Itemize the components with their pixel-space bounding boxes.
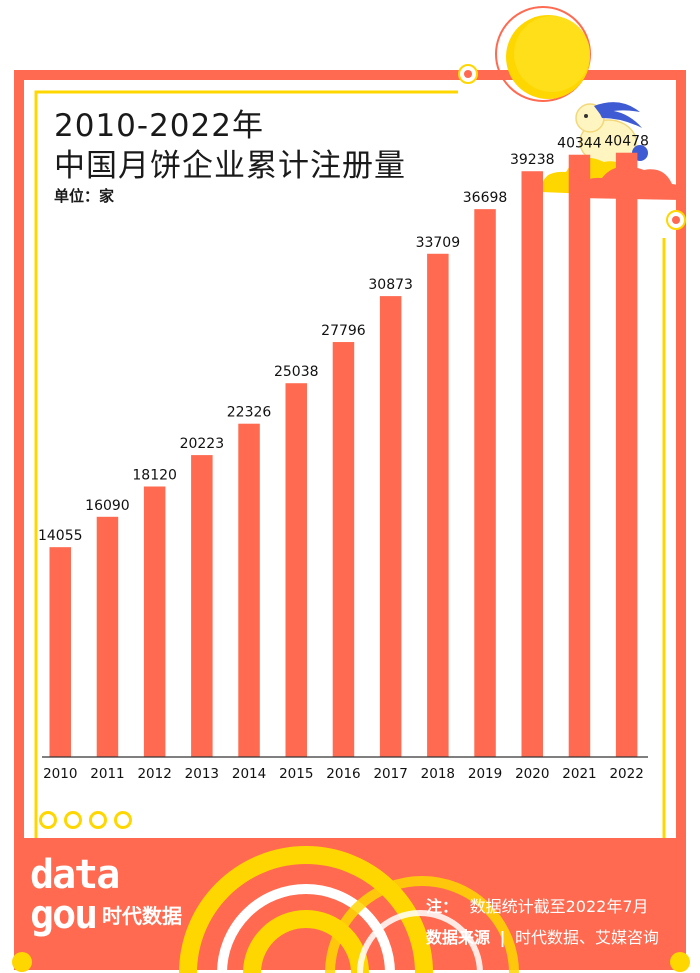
- decorative-rings: [39, 811, 132, 829]
- bar-2017: [379, 296, 402, 757]
- note-label: 注：: [426, 897, 459, 916]
- data-label-2014: 22326: [227, 405, 272, 421]
- x-tick-2017: 2017: [373, 766, 407, 782]
- chart-title-line2: 中国月饼企业累计注册量: [54, 148, 406, 184]
- source-divider: |: [499, 928, 506, 947]
- source-label: 数据来源: [426, 928, 491, 947]
- moon-icon: [495, 6, 591, 102]
- data-label-2011: 16090: [85, 498, 130, 514]
- x-tick-2015: 2015: [279, 766, 313, 782]
- source-text: 时代数据、艾媒咨询: [515, 928, 660, 947]
- x-tick-2021: 2021: [562, 766, 596, 782]
- bar-2016: [332, 342, 355, 757]
- data-label-2020: 39238: [510, 152, 555, 168]
- bar-2018: [427, 253, 449, 758]
- frame-dot-right-inner: [672, 216, 680, 224]
- data-label-2012: 18120: [132, 467, 177, 483]
- x-tick-2018: 2018: [421, 766, 455, 782]
- data-label-2018: 33709: [416, 235, 461, 251]
- x-tick-2013: 2013: [185, 766, 219, 782]
- chart-title-line1: 2010-2022年: [54, 108, 264, 144]
- data-label-2019: 36698: [463, 190, 508, 206]
- x-axis-tick-labels: 2010 2011 2012 2013 2014 2015 2016 2017 2018 2019…: [43, 766, 644, 782]
- x-tick-2011: 2011: [90, 766, 124, 782]
- logo-cn-text: 时代数据: [102, 904, 182, 928]
- x-tick-2020: 2020: [515, 766, 549, 782]
- note-text: 数据统计截至2022年7月: [469, 897, 649, 916]
- datagou-logo: data gou 时代数据: [30, 855, 190, 945]
- bar-2011: [96, 516, 119, 757]
- bar-2010: [49, 547, 71, 757]
- x-tick-2012: 2012: [137, 766, 171, 782]
- frame-dot-top-inner: [464, 70, 472, 78]
- logo-gou-text: gou: [30, 892, 98, 938]
- bottom-left-dot: [12, 952, 32, 972]
- bar-2012: [143, 486, 166, 757]
- data-label-2017: 30873: [368, 277, 413, 293]
- data-label-2013: 20223: [180, 436, 225, 452]
- yellow-frame-line-left: [34, 90, 458, 838]
- x-tick-2010: 2010: [43, 766, 77, 782]
- x-tick-2014: 2014: [232, 766, 266, 782]
- data-label-2015: 25038: [274, 364, 319, 380]
- bar-2020: [521, 171, 543, 757]
- x-tick-2022: 2022: [609, 766, 643, 782]
- bar-2013: [191, 455, 213, 757]
- bar-2021: [568, 154, 591, 758]
- note: 注： 数据统计截至2022年7月: [426, 893, 649, 917]
- x-tick-2016: 2016: [326, 766, 360, 782]
- bar-2015: [285, 383, 307, 757]
- bar-2019: [474, 209, 496, 757]
- data-source: 数据来源 | 时代数据、艾媒咨询: [426, 924, 659, 948]
- data-label-2010: 14055: [38, 528, 83, 544]
- bottom-right-dot: [670, 952, 690, 972]
- bar-series: [49, 152, 638, 758]
- logo-data-text: data: [30, 852, 120, 898]
- decorative-arcs: [179, 846, 519, 973]
- data-label-2021: 40344: [557, 136, 602, 152]
- data-label-2016: 27796: [321, 323, 366, 339]
- unit-label: 单位：家: [54, 187, 115, 205]
- data-label-2022: 40478: [604, 134, 649, 150]
- x-tick-2019: 2019: [468, 766, 502, 782]
- bar-2014: [238, 423, 260, 757]
- bar-2022: [615, 152, 638, 757]
